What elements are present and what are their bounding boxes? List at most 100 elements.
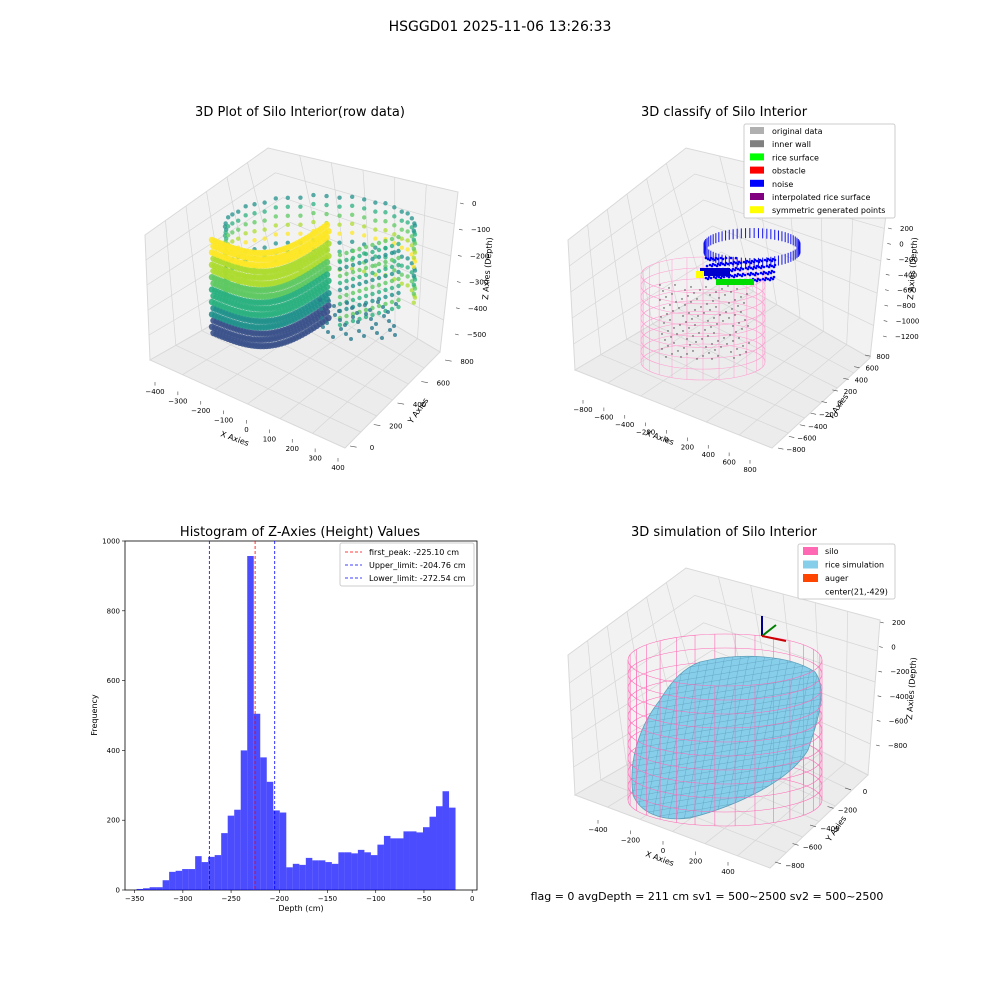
mesh-line: [520, 640, 560, 840]
raw-point: [388, 328, 392, 332]
raw-point: [374, 322, 378, 326]
classify-x-tick-label: −600: [594, 414, 613, 422]
noise-point: [745, 259, 749, 263]
inner-point: [747, 325, 749, 327]
raw-point: [375, 331, 379, 335]
hist-x-tick-label: −50: [417, 895, 432, 903]
raw-y-ticks: 0 200 400 600 800: [349, 358, 474, 452]
sim-z-tick-label: −800: [888, 742, 907, 750]
noise-point: [766, 277, 770, 281]
noise-point: [769, 276, 773, 280]
classify-y-tick: [864, 354, 871, 357]
raw-point: [411, 282, 417, 287]
raw-point: [373, 209, 378, 214]
raw-point: [370, 312, 375, 318]
legend-label: obstacle: [772, 167, 806, 176]
inner-point: [659, 299, 661, 301]
noise-point: [734, 256, 738, 260]
hist-bar: [195, 856, 202, 890]
raw-point: [243, 240, 248, 245]
inner-point: [699, 289, 701, 291]
noise-point: [763, 258, 767, 262]
raw-point: [337, 259, 343, 265]
mesh-line: [695, 656, 737, 819]
raw-point: [273, 205, 279, 210]
noise-point: [770, 269, 774, 273]
inner-point: [703, 312, 705, 314]
hist-plot-area: [124, 540, 478, 891]
noise-point: [767, 265, 771, 269]
raw-point: [412, 286, 418, 291]
raw-point: [389, 236, 395, 242]
raw-point: [357, 302, 362, 308]
raw-point: [349, 212, 355, 217]
inner-point: [743, 302, 745, 304]
classify-y-tick: [843, 377, 849, 380]
gridline: [185, 205, 203, 331]
raw-point: [350, 311, 356, 317]
raw-point: [370, 326, 374, 330]
noise-point: [759, 271, 763, 275]
noise-point: [766, 272, 770, 276]
panel-raw-data-3d: 3D Plot of Silo Interior(row data) −400−…: [144, 105, 494, 472]
noise-point: [761, 272, 765, 276]
sim-z-tick: [876, 720, 881, 722]
inner-point: [663, 322, 665, 324]
raw-point: [412, 268, 418, 273]
sim-silo-wireframe-front: [627, 659, 823, 827]
inner-point: [740, 296, 742, 298]
mesh-line: [687, 656, 729, 819]
raw-point: [339, 327, 343, 331]
raw-point: [369, 317, 373, 321]
hist-x-tick-label: −300: [173, 895, 192, 903]
noise-point: [739, 261, 743, 265]
gridline: [587, 640, 602, 781]
sim-title: 3D simulation of Silo Interior: [631, 525, 818, 540]
noise-point: [754, 271, 758, 275]
mesh-line: [711, 656, 753, 819]
raw-point: [333, 313, 337, 317]
raw-point: [243, 213, 248, 218]
inner-point: [715, 291, 717, 293]
classify-noise-points: [696, 228, 801, 285]
silo-ring-front: [627, 673, 823, 701]
noise-point: [718, 263, 722, 267]
classify-x-axis-label: X Axies: [644, 428, 675, 447]
sim-y-tick: [774, 861, 782, 865]
raw-point: [225, 233, 231, 238]
gridline: [570, 199, 881, 293]
hist-y-tick-label: 200: [107, 817, 120, 825]
raw-point: [361, 215, 367, 220]
raw-point: [262, 218, 267, 223]
hist-vlines: [208, 541, 276, 890]
raw-point: [337, 294, 343, 300]
raw-y-tick-label: 0: [370, 444, 374, 452]
noise-point: [752, 260, 756, 264]
inner-point: [664, 339, 666, 341]
inner-point: [742, 345, 744, 347]
raw-point: [298, 222, 303, 227]
raw-point: [344, 313, 349, 319]
noise-point: [768, 263, 772, 267]
inner-point: [665, 356, 667, 358]
noise-point: [747, 260, 751, 264]
inner-point: [690, 286, 692, 288]
raw-point: [351, 315, 355, 319]
noise-point: [707, 275, 711, 279]
noise-point: [744, 261, 748, 265]
inner-point: [686, 353, 688, 355]
noise-point: [741, 272, 745, 276]
inner-point: [669, 304, 671, 306]
sim-x-tick-label: 0: [661, 847, 665, 855]
noise-point: [736, 267, 740, 271]
raw-z-tick: [456, 281, 461, 283]
sim-y-tick-label: 0: [863, 788, 867, 796]
inner-point: [709, 309, 711, 311]
raw-point: [396, 276, 401, 282]
raw-point: [323, 271, 331, 278]
noise-point: [770, 264, 774, 268]
inner-point: [728, 317, 730, 319]
raw-z-tick-label: −400: [468, 305, 487, 313]
noise-point: [730, 269, 734, 273]
inner-point: [667, 345, 669, 347]
